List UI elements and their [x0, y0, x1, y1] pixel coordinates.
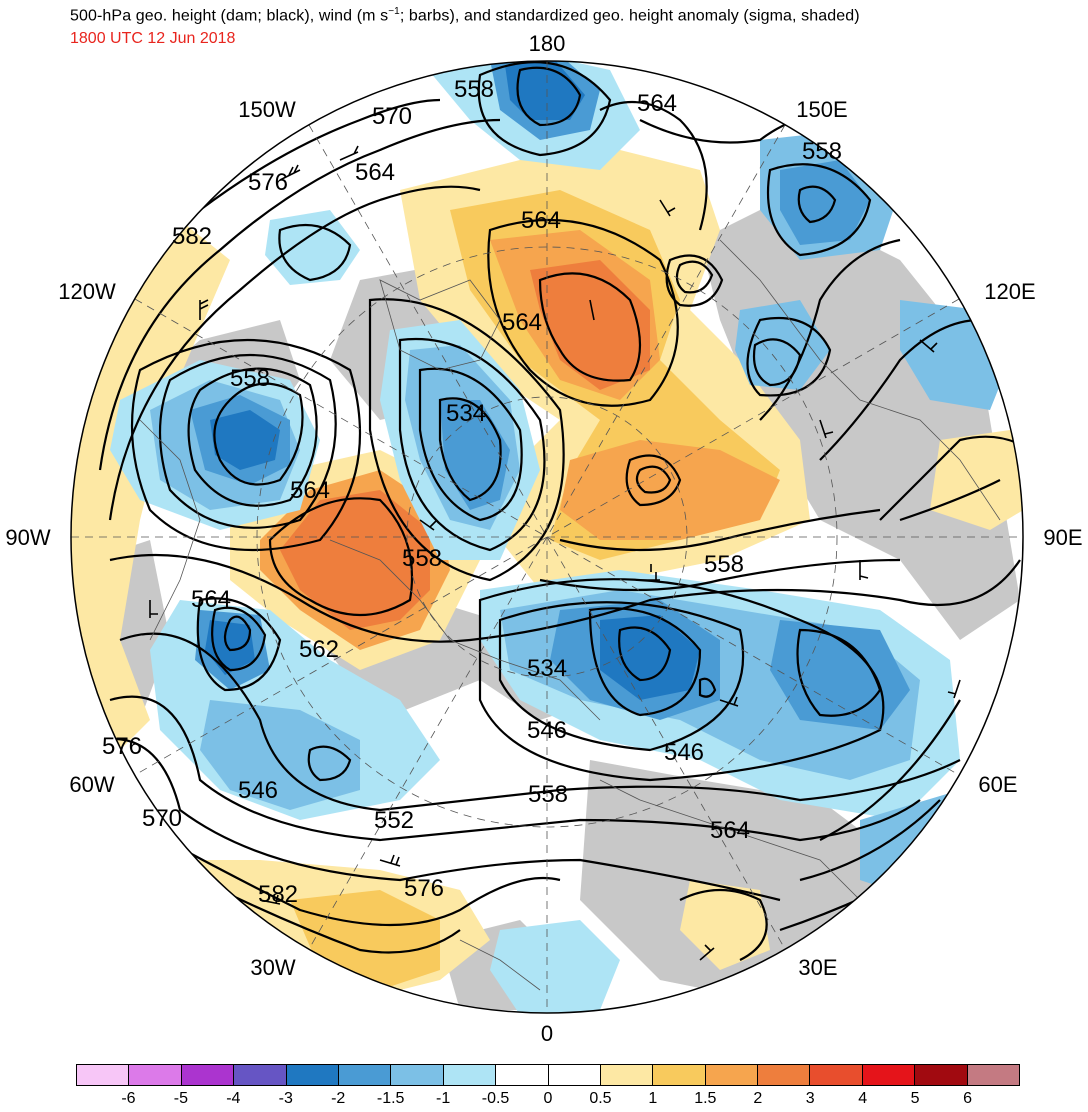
longitude-label-60e: 60E: [978, 772, 1017, 797]
colorbar-tick-label: -5: [173, 1090, 188, 1107]
longitude-label-90w: 90W: [5, 525, 50, 550]
figure-title: 500-hPa geo. height (dam; black), wind (…: [70, 6, 860, 25]
contour-label: 534: [446, 400, 486, 427]
colorbar-tick-label: -4: [226, 1090, 241, 1107]
colorbar-swatch: [758, 1065, 811, 1085]
longitude-label-180: 180: [529, 31, 566, 56]
contour-label: 546: [664, 739, 704, 766]
contour-label: 564: [191, 586, 231, 613]
colorbar-tick-label: -6: [121, 1090, 136, 1107]
polar-map: 558 564 570 576 564 582 558 564 564 534 …: [5, 31, 1082, 1046]
map-border: [70, 60, 1024, 1014]
longitude-label-30w: 30W: [250, 955, 295, 980]
colorbar-tick-label: 5: [910, 1090, 920, 1107]
contour-label: 564: [290, 477, 330, 504]
contour-label: 570: [142, 805, 182, 832]
longitude-label-group: 180 150W 150E 120W 120E 90W 90E 60W 60E …: [5, 31, 1082, 1046]
colorbar-swatch: [810, 1065, 863, 1085]
contour-label: 570: [372, 103, 412, 130]
colorbar-tick-label: 3: [805, 1090, 815, 1107]
colorbar-swatch: [705, 1065, 759, 1085]
colorbar-tick-label: -1.5: [376, 1090, 405, 1107]
anomaly-field: [71, 61, 1023, 1013]
contour-label: 558: [402, 545, 442, 572]
contour-label: 576: [404, 875, 444, 902]
coastlines: [139, 239, 1001, 991]
contour-label: 534: [527, 655, 567, 682]
height-contours: [88, 61, 1023, 961]
colorbar-tick-label: -2: [331, 1090, 346, 1107]
colorbar-swatch: [548, 1065, 601, 1085]
contour-label: 564: [502, 309, 542, 336]
longitude-label-90e: 90E: [1043, 525, 1082, 550]
longitude-label-150w: 150W: [238, 97, 296, 122]
colorbar-tick-label: 0.5: [589, 1090, 612, 1107]
contour-label-group: 558 564 570 576 564 582 558 564 564 534 …: [102, 76, 842, 908]
contour-label: 558: [528, 781, 568, 808]
contour-label: 546: [527, 717, 567, 744]
contour-label: 546: [238, 777, 278, 804]
longitude-label-0: 0: [541, 1021, 553, 1046]
contour-label: 576: [102, 733, 142, 760]
title-text-end: ; barbs), and standardized geo. height a…: [399, 7, 860, 25]
colorbar: [76, 1064, 1020, 1086]
colorbar-tick-label: 4: [858, 1090, 868, 1107]
contour-label: 558: [802, 138, 842, 165]
colorbar-swatch: [653, 1065, 706, 1085]
colorbar-swatch: [338, 1065, 392, 1085]
contour-label: 576: [248, 169, 288, 196]
colorbar-tick-label: 2: [753, 1090, 763, 1107]
colorbar-swatch: [600, 1065, 654, 1085]
graticule: [71, 61, 1023, 1013]
colorbar-swatch: [286, 1065, 339, 1085]
colorbar-swatch: [77, 1065, 130, 1085]
colorbar-tick-label: 1.5: [694, 1090, 717, 1107]
colorbar-tick-labels: -6 -5 -4 -3 -2 -1.5 -1 -0.5 0 0.5 1 1.5 2 3 4 5 6: [76, 1090, 1020, 1110]
contour-label: 552: [374, 807, 414, 834]
contour-label: 564: [521, 207, 561, 234]
colorbar-swatch: [391, 1065, 444, 1085]
colorbar-swatch: [496, 1065, 549, 1085]
title-text: 500-hPa geo. height (dam; black), wind (…: [70, 7, 389, 25]
colorbar-tick-label: 0: [543, 1090, 553, 1107]
wind-barbs: [149, 145, 961, 961]
colorbar-swatch: [862, 1065, 916, 1085]
contour-label: 582: [258, 881, 298, 908]
contour-label: 558: [454, 76, 494, 103]
contour-label: 564: [710, 817, 750, 844]
colorbar-swatch: [443, 1065, 497, 1085]
colorbar-swatch: [234, 1065, 287, 1085]
contour-label: 564: [637, 90, 677, 117]
longitude-label-120e: 120E: [984, 279, 1035, 304]
title-superscript: −1: [388, 6, 400, 17]
longitude-label-60w: 60W: [69, 772, 114, 797]
contour-label: 558: [230, 365, 270, 392]
valid-time: 1800 UTC 12 Jun 2018: [70, 30, 236, 47]
colorbar-tick-label: 6: [963, 1090, 972, 1107]
contour-label: 562: [299, 636, 339, 663]
colorbar-swatch: [967, 1065, 1020, 1085]
colorbar-tick-label: -1: [435, 1090, 451, 1107]
colorbar-tick-label: -0.5: [481, 1090, 510, 1107]
contour-label: 564: [355, 159, 395, 186]
colorbar-tick-label: 1: [648, 1090, 658, 1107]
colorbar-tick-label: -3: [278, 1090, 293, 1107]
longitude-label-30e: 30E: [798, 955, 837, 980]
contour-label: 582: [172, 223, 212, 250]
contour-label: 558: [704, 551, 744, 578]
colorbar-swatch: [129, 1065, 182, 1085]
colorbar-swatch: [915, 1065, 968, 1085]
longitude-label-120w: 120W: [58, 279, 116, 304]
longitude-label-150e: 150E: [796, 97, 847, 122]
colorbar-swatch: [181, 1065, 235, 1085]
